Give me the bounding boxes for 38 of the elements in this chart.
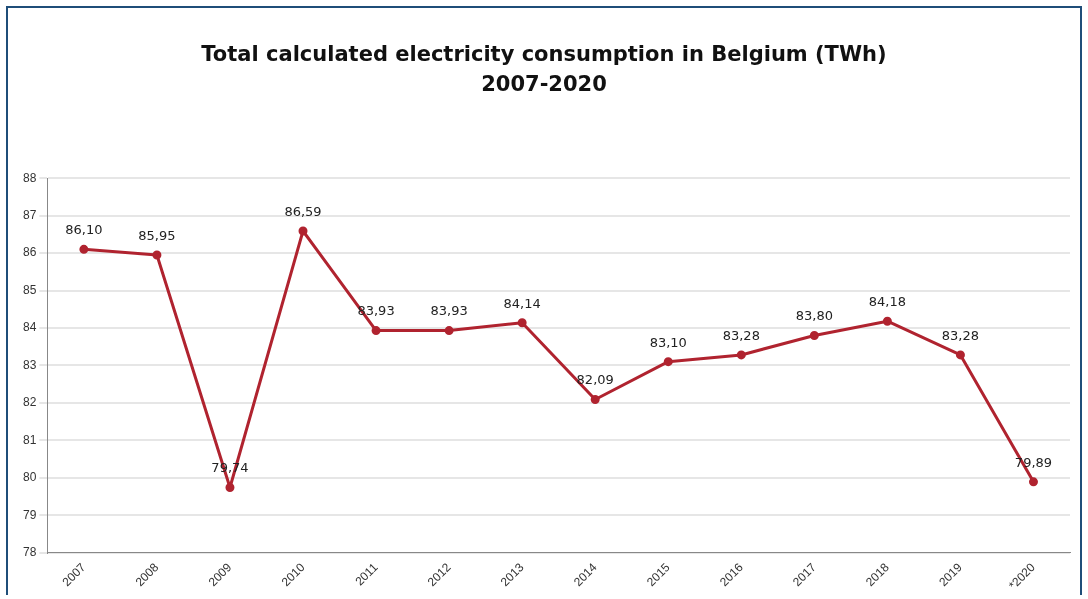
y-tick-label: 81: [22, 432, 37, 447]
point: [736, 350, 746, 360]
data-label: 83,28: [941, 327, 980, 343]
data-label: 82,09: [576, 372, 614, 388]
data-label: 83,28: [722, 327, 760, 343]
point: [152, 250, 162, 260]
y-tick-label: 84: [22, 320, 37, 335]
point: [517, 318, 527, 328]
data-label: 86,59: [284, 203, 322, 219]
data-label: 83,93: [430, 303, 468, 319]
y-tick-label: 87: [22, 207, 37, 222]
y-tick-label: 88: [22, 170, 37, 185]
point: [590, 394, 600, 404]
data-label: 84,18: [868, 294, 906, 310]
point: [1028, 477, 1038, 487]
point: [955, 350, 965, 360]
y-tick-label: 86: [22, 245, 37, 260]
point: [882, 316, 892, 326]
y-tick-label: 83: [22, 357, 37, 372]
point: [444, 326, 454, 336]
data-label: 86,10: [65, 222, 103, 238]
data-label: 83,10: [649, 334, 687, 350]
y-tick-label: 82: [22, 395, 37, 410]
point: [371, 326, 381, 336]
y-tick-label: 78: [22, 544, 37, 559]
y-tick-label: 85: [22, 282, 37, 297]
point: [809, 330, 819, 340]
y-tick-label: 80: [22, 470, 37, 485]
data-label: 85,95: [138, 227, 176, 243]
point: [79, 244, 89, 254]
y-tick-label: 79: [22, 507, 37, 522]
chart-title: Total calculated electricity consumption in Belgium (TWh): [200, 42, 888, 66]
point: [225, 482, 235, 492]
chart-subtitle: 2007-2020: [480, 72, 608, 96]
data-label: 84,14: [503, 295, 541, 311]
point: [663, 357, 673, 367]
data-label: 83,80: [795, 308, 833, 324]
point: [298, 226, 308, 236]
